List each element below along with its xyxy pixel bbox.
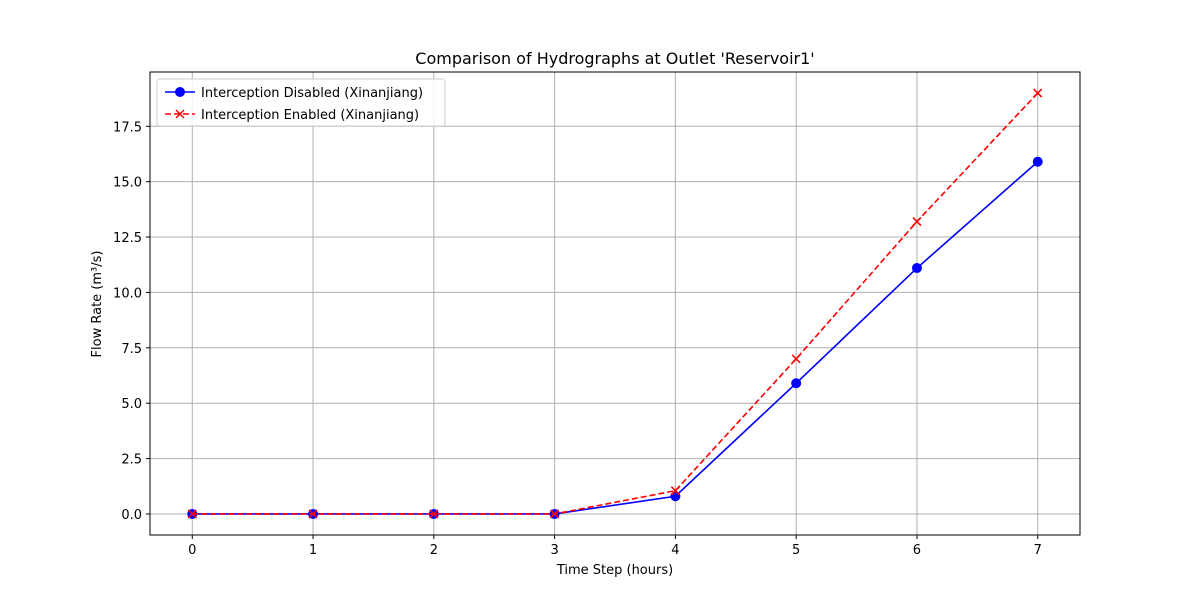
x-axis-title: Time Step (hours) [556, 563, 673, 578]
legend-series-2-label: Interception Enabled (Xinanjiang) [201, 108, 419, 123]
x-tick-label: 1 [309, 543, 317, 558]
axis-ticks: 0 1 2 3 4 5 6 7 0.0 2.5 5.0 7.5 10.0 12.5 15.0 17.5 [113, 120, 1042, 558]
x-tick-label: 2 [430, 543, 438, 558]
series-2-point [187, 509, 197, 519]
series-2-point [308, 509, 318, 519]
y-tick-label: 10.0 [113, 286, 142, 301]
grid-lines [150, 72, 1080, 535]
x-tick-label: 0 [188, 543, 196, 558]
y-tick-label: 7.5 [121, 342, 142, 357]
y-axis-title: Flow Rate (m³/s) [90, 251, 105, 358]
legend: Interception Disabled (Xinanjiang) Interc… [156, 78, 446, 127]
legend-box [156, 78, 446, 127]
series-2-point-stroke-b [912, 217, 922, 227]
series-2-point [791, 354, 801, 364]
series-2-point [1033, 88, 1043, 98]
y-tick-label: 15.0 [113, 176, 142, 191]
y-tick-label: 12.5 [113, 231, 142, 246]
series-2-point-stroke-b [429, 509, 439, 519]
x-tick-label: 4 [671, 543, 679, 558]
x-tick-label: 3 [550, 543, 558, 558]
y-tick-label: 5.0 [121, 397, 142, 412]
x-tick-label: 7 [1034, 543, 1042, 558]
series-2-point-stroke-b [1033, 88, 1043, 98]
series-2-point [429, 509, 439, 519]
plot-frame [149, 71, 1081, 536]
series-2-point-stroke-b [791, 354, 801, 364]
legend-series-2-swatch-marker [175, 109, 185, 119]
series-2-line [192, 92, 1039, 515]
series-2-point-stroke-b [550, 509, 560, 519]
y-tick-label: 0.0 [121, 508, 142, 523]
series-1-point [1032, 156, 1043, 167]
x-tick-label: 5 [792, 543, 800, 558]
series-2-point-stroke-b [670, 486, 680, 496]
legend-series-1-label: Interception Disabled (Xinanjiang) [201, 86, 423, 101]
legend-series-1-swatch-marker [175, 87, 185, 97]
series-1-point [791, 378, 802, 389]
series-2-point-stroke-b [308, 509, 318, 519]
series-2-point [670, 486, 680, 496]
series-2-point [550, 509, 560, 519]
legend-series-2-swatch-marker-stroke-b [175, 109, 185, 119]
chart-title: Comparison of Hydrographs at Outlet 'Res… [415, 49, 814, 68]
series-layer [187, 88, 1043, 519]
series-1-line [192, 161, 1039, 515]
series-2-point [912, 217, 922, 227]
y-tick-label: 17.5 [113, 120, 142, 135]
x-tick-label: 6 [913, 543, 921, 558]
series-1-point [911, 263, 922, 274]
y-tick-label: 2.5 [121, 453, 142, 468]
series-2-point-stroke-b [187, 509, 197, 519]
